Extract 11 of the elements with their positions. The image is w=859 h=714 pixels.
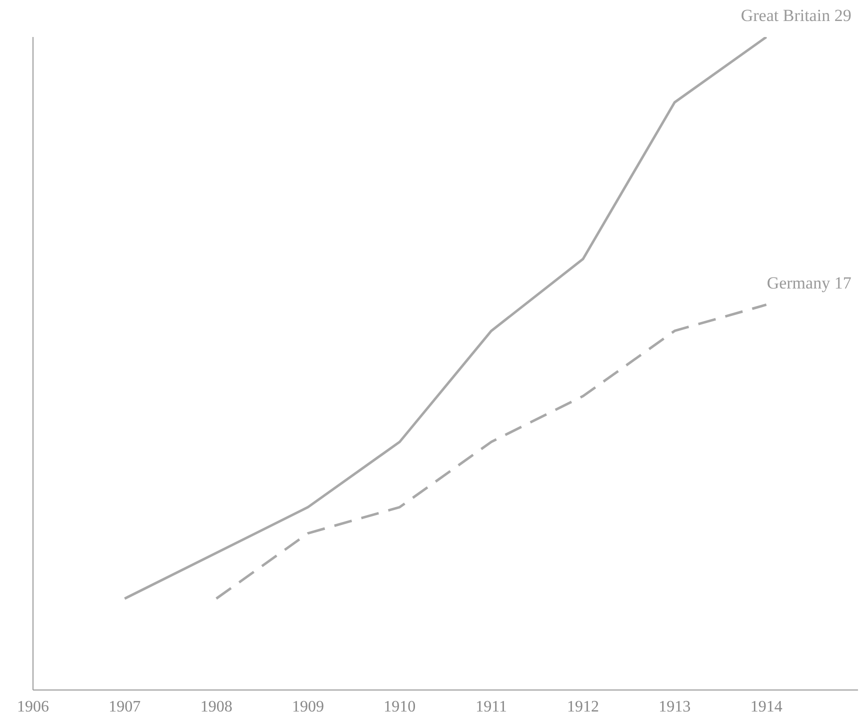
- x-tick-label: 1906: [17, 698, 49, 714]
- x-tick-label: 1909: [292, 698, 324, 714]
- x-tick-label: 1913: [658, 698, 691, 714]
- x-tick-label: 1907: [108, 698, 141, 714]
- x-tick-label: 1908: [200, 698, 232, 714]
- x-tick-label: 1912: [567, 698, 599, 714]
- x-tick-label: 1911: [476, 698, 508, 714]
- series-label: Great Britain 29: [740, 6, 852, 25]
- series-label: Germany 17: [766, 274, 852, 293]
- x-tick-label: 1910: [384, 698, 416, 714]
- x-tick-label: 1914: [750, 698, 782, 714]
